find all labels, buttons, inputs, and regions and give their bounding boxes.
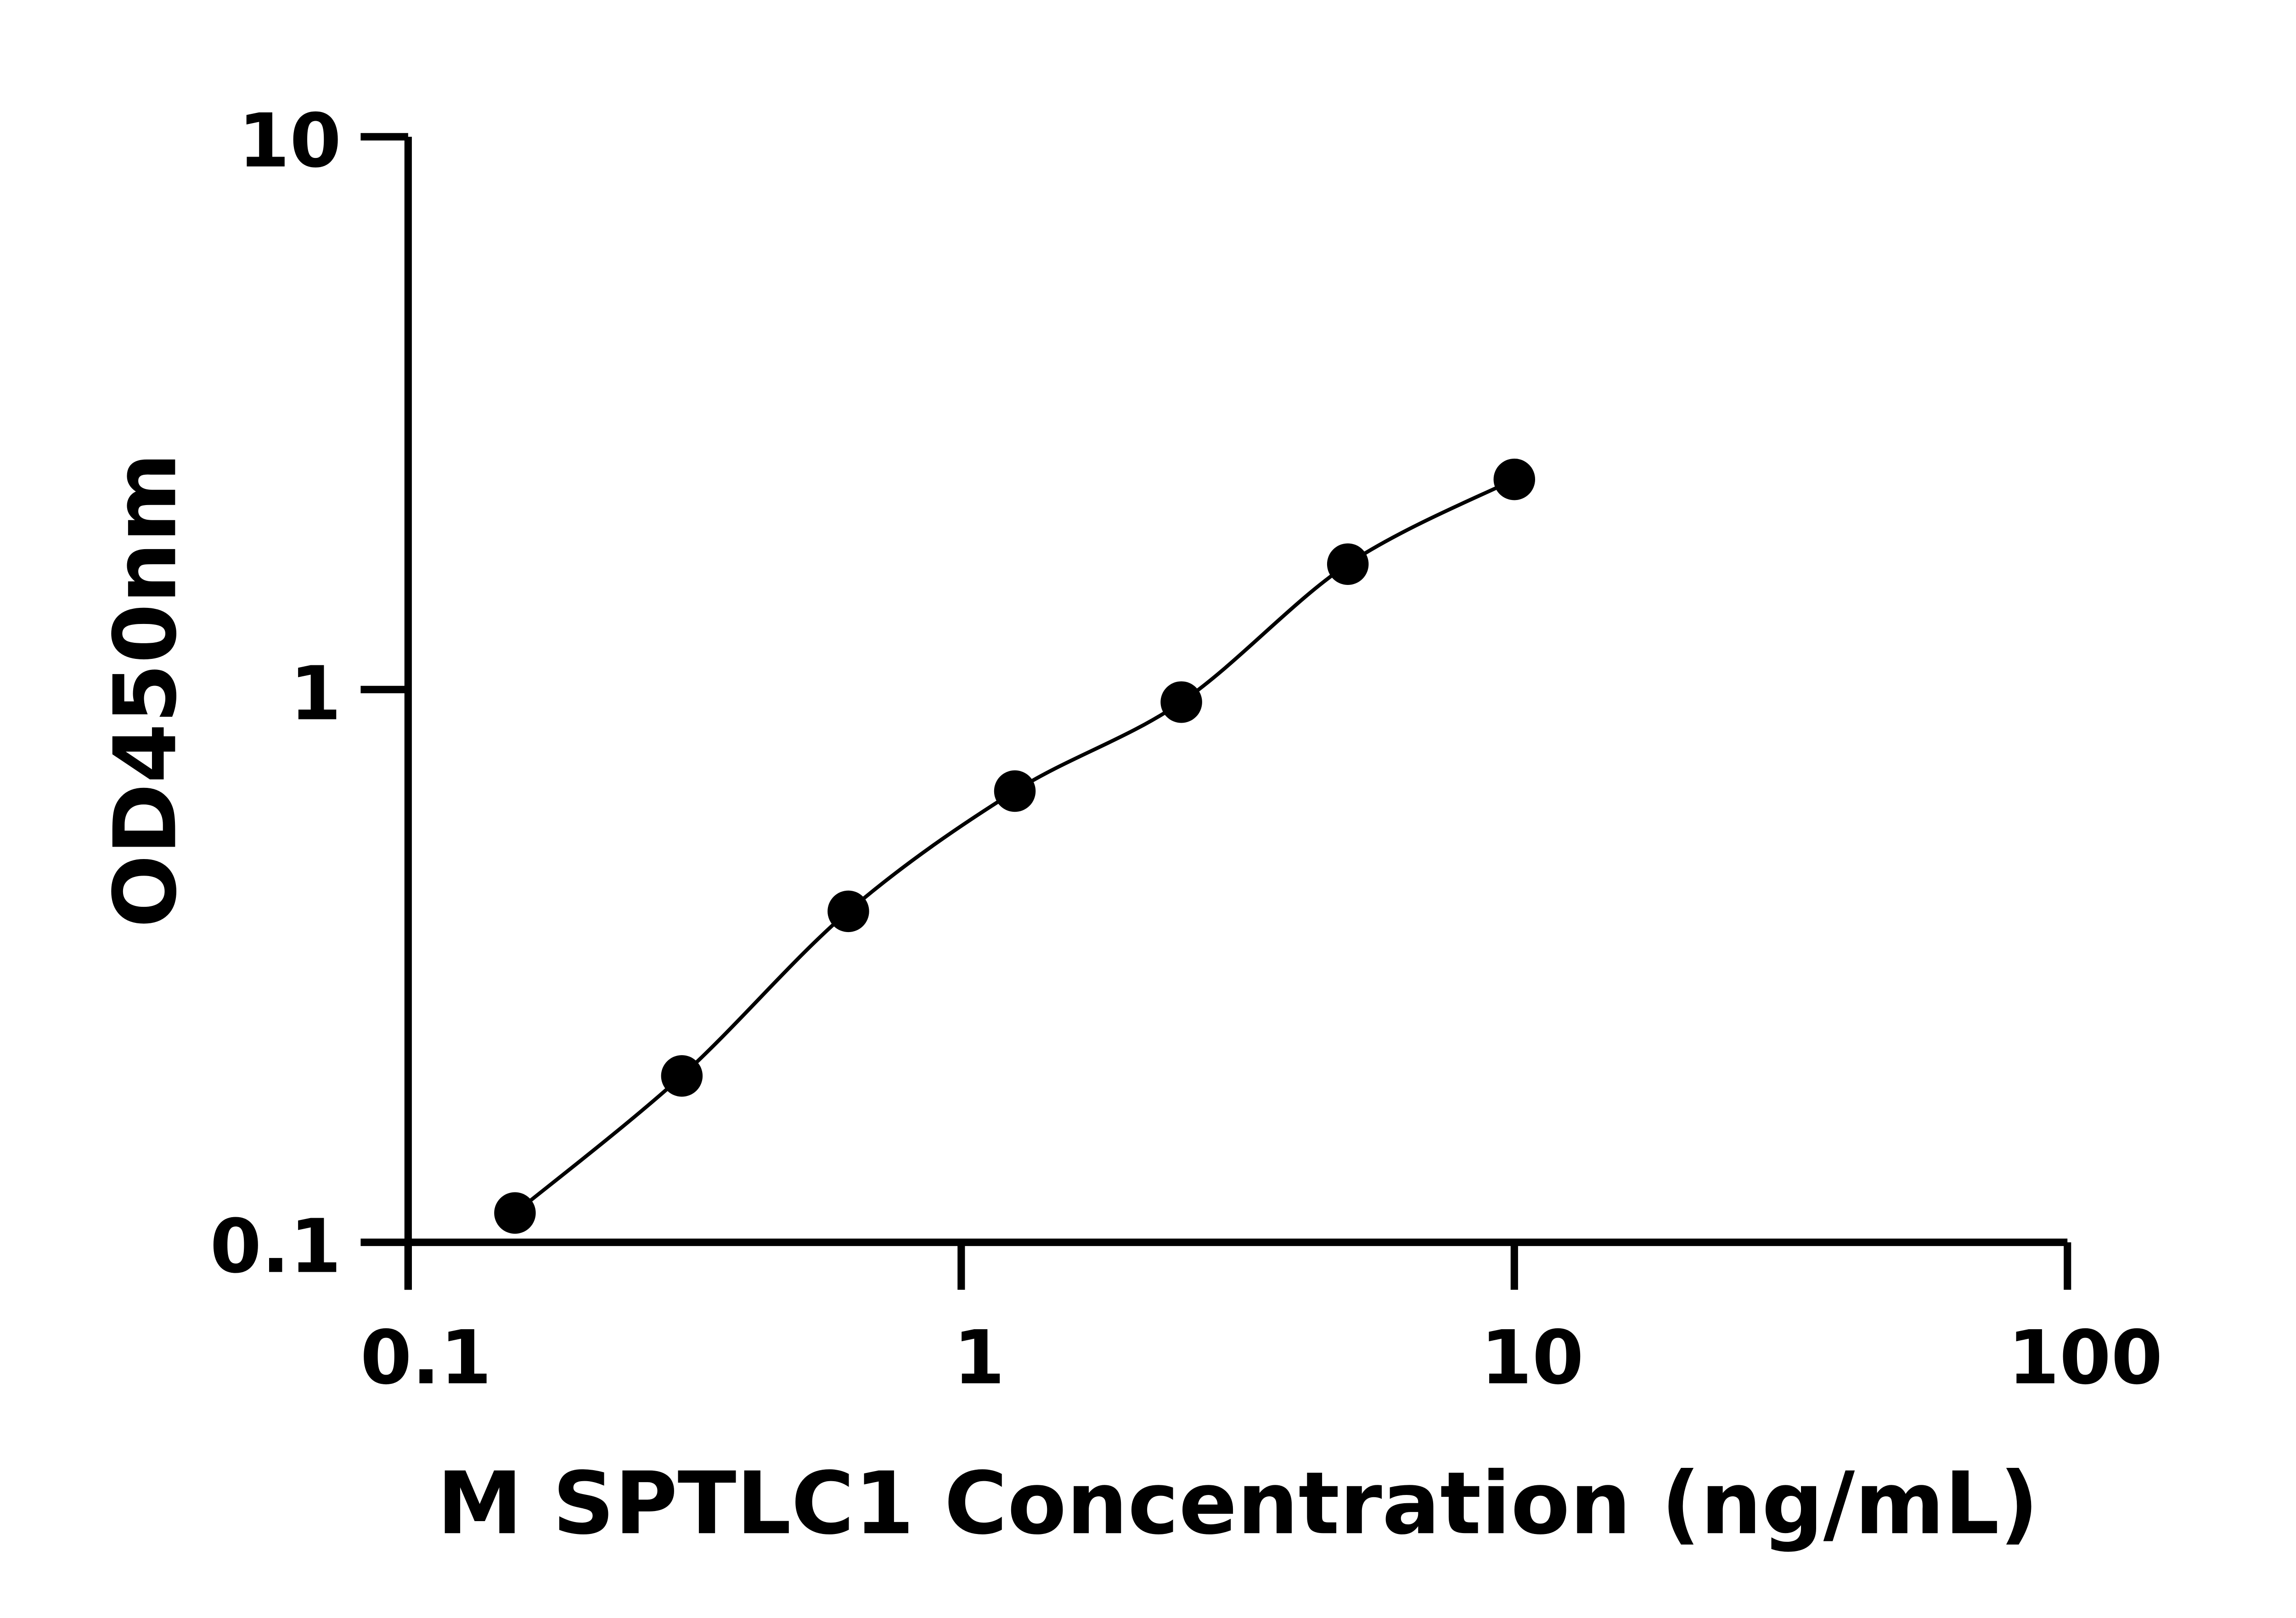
x-tick-label: 10 bbox=[1480, 1315, 1584, 1401]
data-points bbox=[494, 458, 1536, 1234]
x-axis-label: M SPTLC1 Concentration (ng/mL) bbox=[437, 1454, 2038, 1554]
data-point bbox=[1160, 681, 1202, 723]
x-tick-label: 100 bbox=[2008, 1315, 2162, 1401]
x-tick-label: 1 bbox=[953, 1315, 1005, 1401]
axes bbox=[360, 133, 2071, 1290]
fit-curve bbox=[513, 478, 1515, 1214]
tick-labels: 0.1 1 10 100 0.1 1 10 bbox=[210, 98, 2163, 1401]
y-tick-label: 1 bbox=[290, 651, 341, 737]
data-point bbox=[827, 890, 869, 933]
y-tick-label: 0.1 bbox=[210, 1203, 341, 1290]
data-point bbox=[1327, 543, 1369, 585]
data-point bbox=[661, 1055, 703, 1097]
y-axis-label: OD450nm bbox=[96, 453, 196, 928]
y-tick-label: 10 bbox=[238, 98, 341, 185]
data-point bbox=[494, 1192, 536, 1234]
data-point bbox=[994, 770, 1036, 812]
x-tick-label: 0.1 bbox=[360, 1315, 491, 1401]
data-point bbox=[1493, 458, 1536, 500]
